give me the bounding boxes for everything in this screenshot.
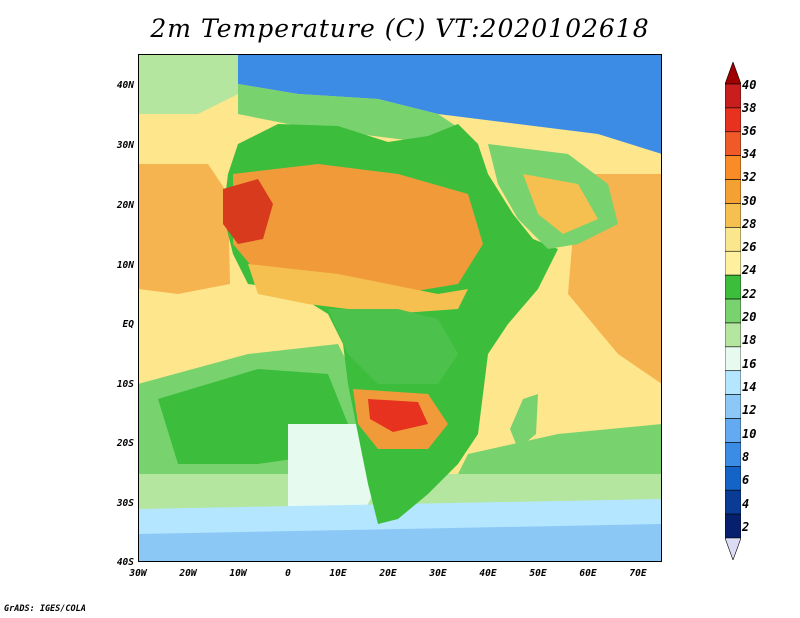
lat-label: 20N [116,200,134,211]
lat-label: 20S [116,438,134,449]
colorbar-segment [725,274,741,300]
colorbar-segment [725,203,741,228]
sahara-hot [233,164,483,294]
colorbar-segment [725,489,741,515]
ocean-colder-band [138,524,662,562]
map-title: 2m Temperature (C) VT:2020102618 [150,14,650,43]
colorbar-segment [725,227,741,252]
colorbar-label: 14 [742,380,757,394]
lon-label: 60E [579,568,597,579]
colorbar-segment [725,466,741,491]
colorbar-label: 20 [742,310,757,324]
sahel-warm [248,264,468,314]
west-africa-very-hot [223,179,273,244]
atlantic-north-light [138,54,238,114]
colorbar-label: 22 [742,287,757,301]
ocean-warm-atlantic [138,164,230,294]
lon-label: 70E [629,568,647,579]
lat-label: EQ [122,319,134,330]
lon-label: 10E [329,568,347,579]
colorbar-label: 36 [742,124,757,138]
lat-label: 40S [116,557,134,568]
madagascar [510,394,538,449]
colorbar-segment [725,131,741,156]
central-africa-green [328,309,458,384]
colorbar-label: 24 [742,263,757,277]
colorbar-segment [725,442,741,467]
colorbar-segment [725,298,741,324]
lat-label: 30S [116,498,134,509]
colorbar-segment [725,418,741,443]
map-panel [138,54,662,562]
ocean-cold-light [288,424,378,524]
colorbar-label: 6 [742,473,750,487]
colorbar [725,62,741,560]
colorbar-segment [725,155,741,180]
lat-label: 40N [116,80,134,91]
lon-label: 40E [479,568,497,579]
europe-cold [238,54,662,154]
credit-text: GrADS: IGES/COLA [4,604,86,614]
colorbar-segment [725,322,741,348]
lon-label: 30E [429,568,447,579]
colorbar-segment [725,179,741,204]
colorbar-bottom-arrow [725,537,741,560]
lat-label: 30N [116,140,134,151]
lon-label: 20E [379,568,397,579]
colorbar-label: 26 [742,240,757,254]
colorbar-label: 38 [742,101,757,115]
map-frame [138,54,662,562]
colorbar-label: 2 [742,520,750,534]
colorbar-segment [725,370,741,395]
colorbar-label: 8 [742,450,750,464]
colorbar-top-arrow [725,62,741,85]
lon-label: 30W [129,568,147,579]
arabia-warm [523,174,598,234]
southern-africa-very-hot [368,399,428,432]
mediterranean-green [238,84,468,144]
colorbar-label: 40 [742,78,757,92]
colorbar-segment [725,394,741,419]
colorbar-label: 16 [742,357,757,371]
temperature-map [138,54,662,562]
colorbar-label: 30 [742,194,757,208]
lat-label: 10S [116,379,134,390]
colorbar-segment [725,107,741,133]
colorbar-segment [725,513,741,539]
colorbar-segment [725,346,741,372]
colorbar-label: 32 [742,170,757,184]
lon-label: 0 [285,568,291,579]
colorbar-label: 10 [742,427,757,441]
lon-label: 10W [229,568,247,579]
lon-label: 20W [179,568,197,579]
colorbar-label: 28 [742,217,757,231]
lon-label: 50E [529,568,547,579]
colorbar-label: 34 [742,147,757,161]
colorbar-label: 4 [742,497,750,511]
colorbar-label: 18 [742,333,757,347]
lat-label: 10N [116,260,134,271]
colorbar-segment [725,250,741,276]
colorbar-segment [725,83,741,109]
colorbar-label: 12 [742,403,757,417]
